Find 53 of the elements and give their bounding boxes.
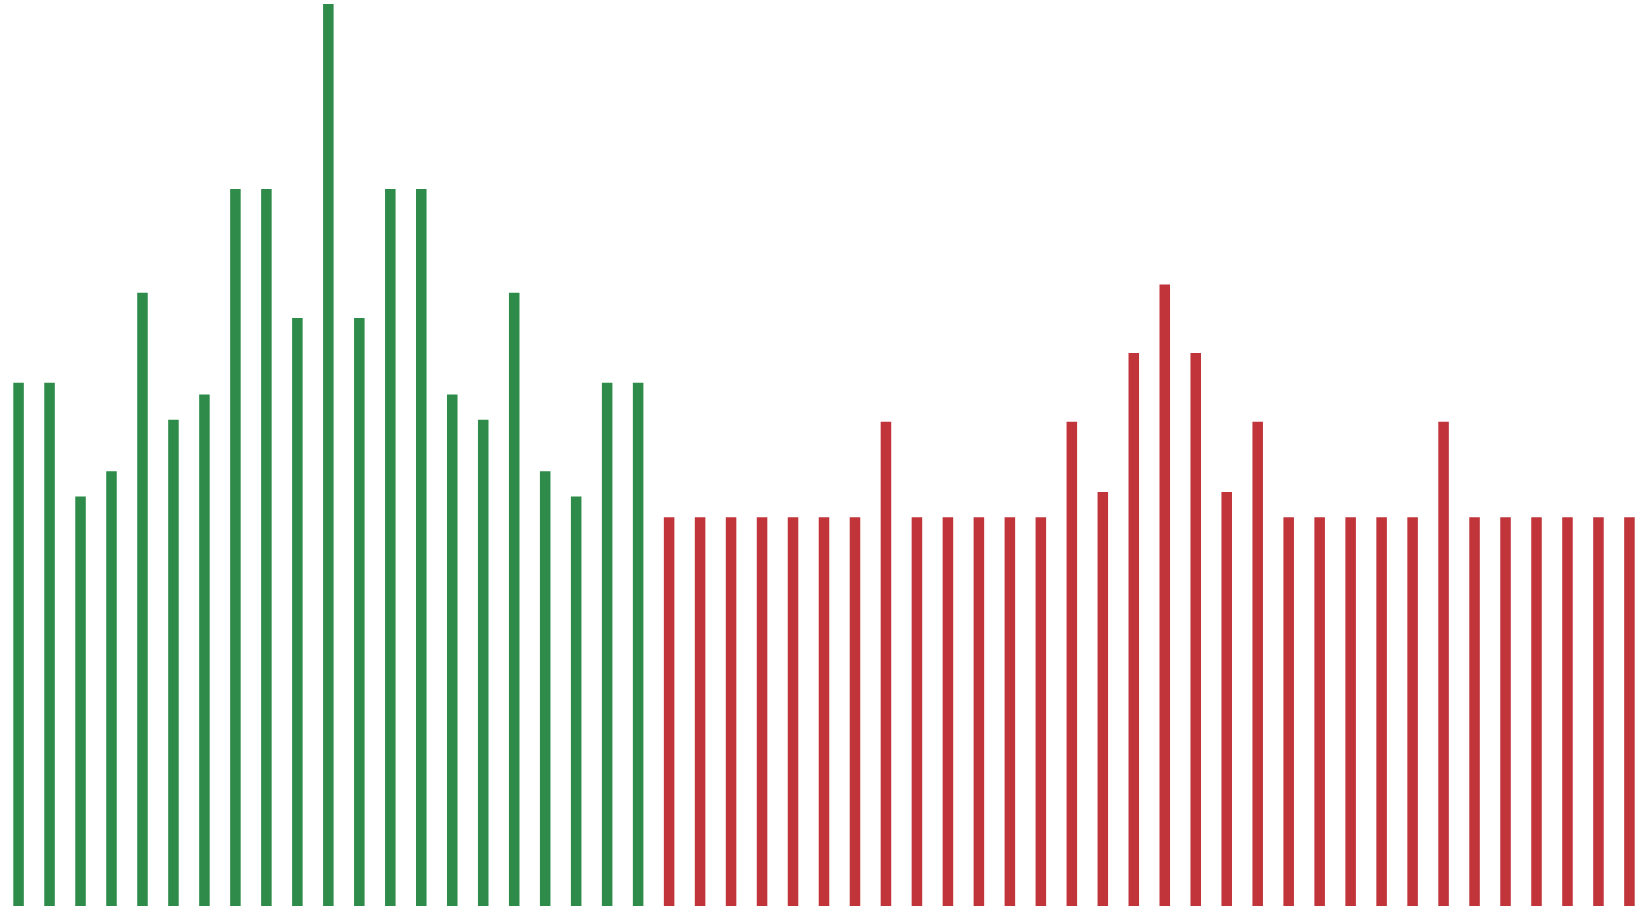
bar (1562, 517, 1573, 906)
bar (663, 517, 675, 906)
bar (354, 317, 365, 906)
bar (1004, 517, 1016, 906)
bar (632, 382, 644, 906)
bar (1624, 517, 1635, 906)
bar (385, 188, 396, 906)
bar (1252, 421, 1263, 906)
bar (570, 496, 582, 906)
bar (261, 188, 272, 906)
bar (787, 517, 799, 906)
bar (416, 188, 427, 906)
bar (942, 517, 954, 906)
bar (1097, 491, 1109, 906)
bar (1345, 517, 1356, 906)
bar (1500, 517, 1511, 906)
bar (1159, 284, 1171, 906)
bar (539, 471, 551, 906)
bar (1221, 491, 1232, 906)
bar (1438, 421, 1449, 906)
bar (106, 471, 117, 906)
bar (1376, 517, 1387, 906)
bar (1190, 353, 1202, 906)
bar (911, 517, 923, 906)
bar (756, 517, 768, 906)
bar (880, 421, 892, 906)
bar (1593, 517, 1604, 906)
bar (1469, 517, 1480, 906)
bar (818, 517, 830, 906)
bar (1407, 517, 1418, 906)
bar (199, 394, 210, 906)
bar (725, 517, 737, 906)
bar (601, 382, 613, 906)
bar (1531, 517, 1542, 906)
bar (694, 517, 706, 906)
bar (13, 382, 24, 906)
bar (446, 394, 458, 906)
bar (477, 419, 489, 906)
bar (849, 517, 861, 906)
bar (1066, 421, 1078, 906)
bar (44, 382, 55, 906)
bar (75, 496, 86, 906)
bar (323, 4, 334, 906)
bar (168, 419, 179, 906)
bar (230, 188, 241, 906)
bar (1283, 517, 1294, 906)
bar (1035, 517, 1047, 906)
bar (973, 517, 985, 906)
bar (1128, 353, 1140, 906)
bar (137, 292, 148, 906)
bar (1314, 517, 1325, 906)
bar (508, 292, 520, 906)
bar (292, 317, 303, 906)
